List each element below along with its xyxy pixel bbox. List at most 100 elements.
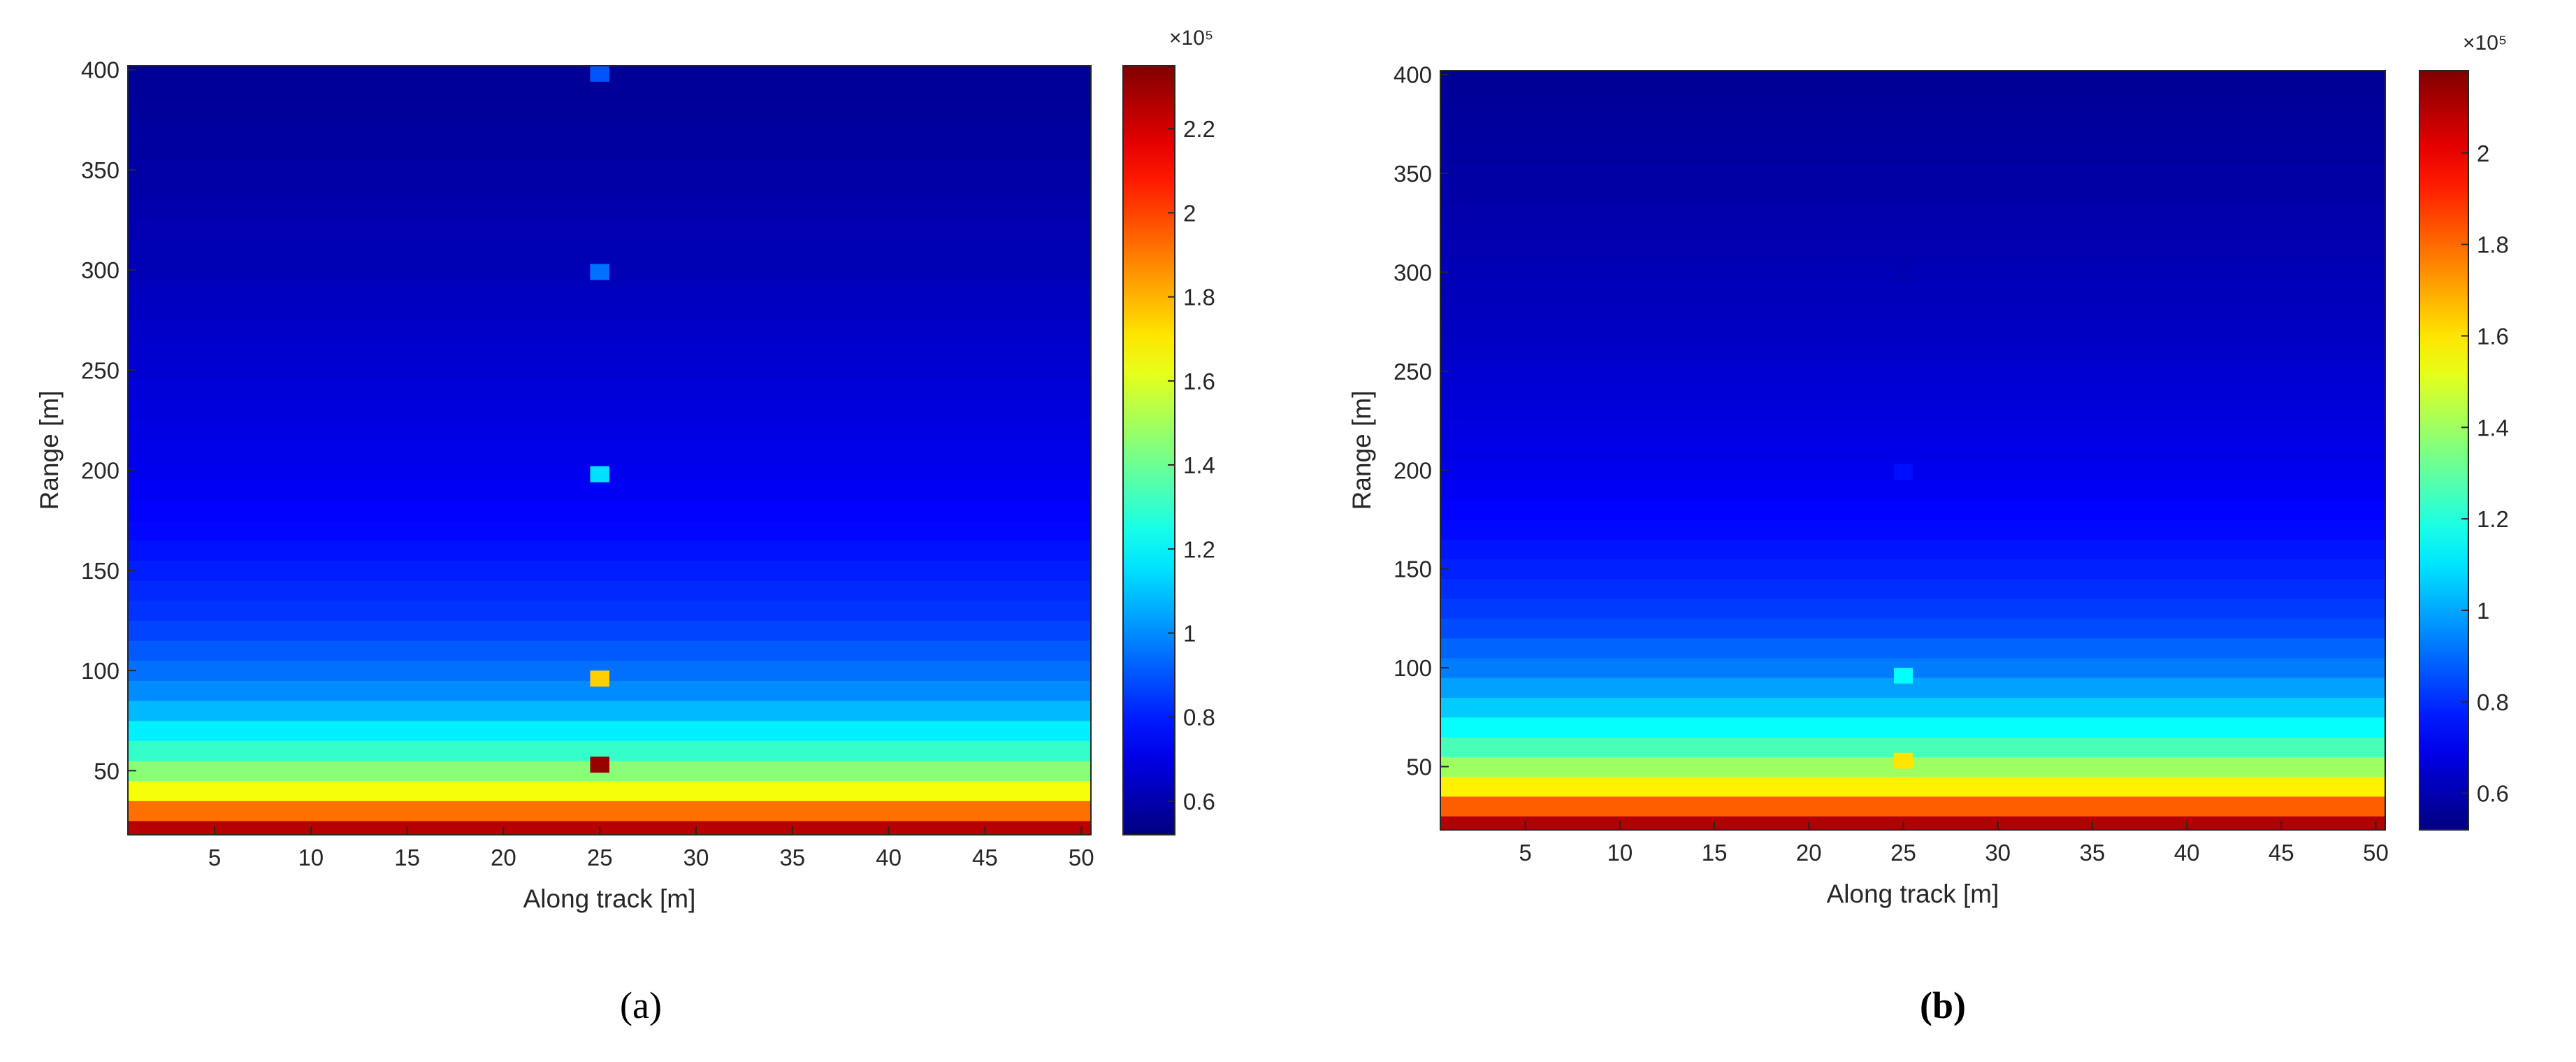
heatmap-row xyxy=(1440,84,2385,105)
y-tick-label: 200 xyxy=(1394,457,1432,483)
heatmap-row xyxy=(128,540,1091,561)
y-tick-label: 300 xyxy=(1394,259,1432,285)
heatmap-row xyxy=(1440,618,2385,639)
y-axis-label: Range [m] xyxy=(1347,391,1376,510)
plot-area xyxy=(1440,71,2385,830)
x-tick-label: 10 xyxy=(1607,840,1633,866)
target-cell xyxy=(1893,266,1913,282)
colorbar-scale-label: ×10⁵ xyxy=(1169,27,1213,50)
heatmap-row xyxy=(128,520,1091,541)
heatmap-row xyxy=(1440,598,2385,619)
heatmap-row xyxy=(1440,638,2385,659)
heatmap-row xyxy=(128,701,1091,722)
caption: (b) xyxy=(1920,984,1966,1026)
y-tick-label: 400 xyxy=(1394,62,1432,88)
axes-box xyxy=(127,65,1092,835)
heatmap-row xyxy=(128,280,1091,301)
x-tick-label: 20 xyxy=(1796,840,1822,866)
colorbar-tick-label: 1.6 xyxy=(1183,368,1215,394)
y-tick-label: 250 xyxy=(81,357,120,383)
x-tick-label: 5 xyxy=(208,845,221,870)
heatmap-row xyxy=(128,580,1091,601)
heatmap-row xyxy=(128,640,1091,661)
heatmap-row xyxy=(1440,163,2385,184)
colorbar-tick-label: 1.2 xyxy=(1183,536,1215,562)
heatmap-row xyxy=(128,220,1091,241)
target-cell xyxy=(590,66,609,82)
colorbar-scale-label: ×10⁵ xyxy=(2463,31,2507,55)
heatmap-row xyxy=(1440,71,2385,85)
heatmap-row xyxy=(1440,499,2385,520)
colorbar-tick-label: 1 xyxy=(2477,598,2489,624)
heatmap-row xyxy=(1440,381,2385,401)
x-tick-label: 15 xyxy=(1702,840,1728,866)
colorbar-tick-label: 1.4 xyxy=(2477,415,2509,440)
colorbar xyxy=(2419,70,2469,831)
colorbar-tick-label: 0.6 xyxy=(1183,789,1215,815)
heatmap-row xyxy=(128,820,1091,835)
colorbar-tick-label: 2 xyxy=(2477,141,2489,166)
heatmap-row xyxy=(128,801,1091,821)
colorbar xyxy=(1122,65,1175,835)
x-tick-label: 25 xyxy=(1890,840,1916,866)
heatmap-row xyxy=(1440,104,2385,124)
heatmap-row xyxy=(128,199,1091,221)
heatmap-row xyxy=(128,139,1091,161)
heatmap-row xyxy=(128,720,1091,741)
target-cell xyxy=(590,756,609,773)
heatmap-row xyxy=(128,99,1091,120)
heatmap-row xyxy=(128,500,1091,521)
y-tick-label: 300 xyxy=(81,257,120,283)
y-tick-label: 400 xyxy=(81,57,120,83)
target-cell xyxy=(590,670,609,687)
heatmap-row xyxy=(128,300,1091,321)
heatmap-row xyxy=(1440,559,2385,580)
x-tick-label: 40 xyxy=(876,845,902,870)
target-cell xyxy=(1893,464,1913,480)
colorbar-tick-label: 2 xyxy=(1183,200,1196,226)
target-cell xyxy=(1893,668,1913,684)
colorbar-tick-label: 1.4 xyxy=(1183,452,1215,478)
heatmap-row xyxy=(1440,420,2385,441)
heatmap-row xyxy=(1440,183,2385,203)
heatmap-row xyxy=(128,440,1091,461)
x-tick-label: 30 xyxy=(1985,840,2011,866)
heatmap-row xyxy=(1440,222,2385,243)
heatmap-row xyxy=(1440,322,2385,342)
heatmap-row xyxy=(128,620,1091,641)
heatmap-row xyxy=(1440,282,2385,303)
x-tick-label: 20 xyxy=(491,845,516,870)
colorbar-tick-label: 0.8 xyxy=(2477,689,2509,715)
target-cell xyxy=(590,466,609,482)
heatmap-row xyxy=(1440,697,2385,718)
y-tick-label: 350 xyxy=(81,157,120,183)
heatmap-row xyxy=(128,380,1091,401)
heatmap-row xyxy=(128,159,1091,180)
heatmap-row xyxy=(128,180,1091,201)
heatmap-row xyxy=(1440,816,2385,830)
colorbar-tick-label: 0.6 xyxy=(2477,781,2509,807)
heatmap-row xyxy=(1440,440,2385,461)
heatmap-row xyxy=(1440,203,2385,224)
heatmap-row xyxy=(128,420,1091,441)
heatmap-row xyxy=(128,120,1091,141)
heatmap-row xyxy=(128,80,1091,101)
x-tick-label: 35 xyxy=(2080,840,2106,866)
x-axis-label: Along track [m] xyxy=(1827,880,1999,908)
plot-area xyxy=(128,66,1091,835)
target-cell xyxy=(1893,752,1913,769)
caption: (a) xyxy=(620,984,662,1026)
y-tick-label: 100 xyxy=(1394,655,1432,681)
heatmap-row xyxy=(1440,717,2385,738)
colorbar-tick-label: 1.8 xyxy=(1183,285,1215,310)
x-tick-label: 45 xyxy=(972,845,998,870)
y-tick-label: 150 xyxy=(81,558,120,584)
y-tick-label: 150 xyxy=(1394,557,1432,582)
heatmap-row xyxy=(128,480,1091,501)
heatmap-row xyxy=(1440,519,2385,540)
heatmap-row xyxy=(1440,243,2385,263)
heatmap-row xyxy=(1440,143,2385,164)
x-axis-label: Along track [m] xyxy=(523,884,696,913)
